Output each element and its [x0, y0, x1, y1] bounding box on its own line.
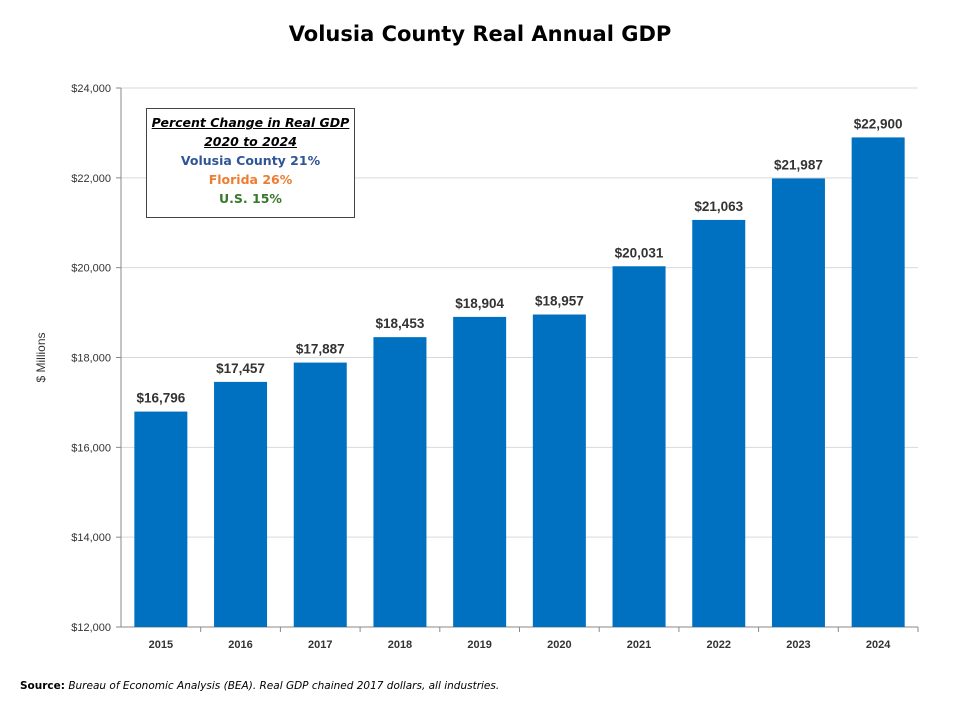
data-label-2019: $18,904 — [455, 296, 504, 311]
bar-2019 — [453, 316, 507, 627]
data-label-2017: $17,887 — [296, 342, 345, 357]
x-tick-label: 2015 — [149, 639, 173, 651]
data-label-2021: $20,031 — [615, 245, 664, 260]
x-tick-label: 2020 — [547, 639, 571, 651]
source-label: Source: — [20, 680, 65, 692]
source-text: Bureau of Economic Analysis (BEA). Real … — [68, 680, 500, 692]
annotation-volusia: Volusia County 21% — [180, 153, 321, 168]
y-tick-label: $20,000 — [71, 263, 111, 275]
y-axis-label: $ Millions — [34, 332, 48, 382]
data-label-2015: $16,796 — [136, 391, 185, 406]
data-label-2023: $21,987 — [774, 157, 823, 172]
x-tick-label: 2017 — [308, 639, 332, 651]
annotation-florida: Florida 26% — [208, 172, 293, 187]
annotation-heading: Percent Change in Real GDP — [151, 115, 350, 130]
annotation-period: 2020 to 2024 — [204, 134, 297, 149]
percent-change-annotation: Percent Change in Real GDP 2020 to 2024 … — [146, 108, 355, 218]
bar-2015 — [134, 411, 188, 627]
data-label-2020: $18,957 — [535, 294, 584, 309]
bar-2018 — [373, 337, 427, 627]
y-tick-label: $14,000 — [71, 532, 111, 544]
chart-title: Volusia County Real Annual GDP — [288, 22, 672, 46]
x-tick-label: 2019 — [467, 639, 491, 651]
bar-2016 — [214, 381, 268, 627]
data-label-2016: $17,457 — [216, 361, 265, 376]
annotation-us: U.S. 15% — [219, 191, 282, 206]
bar-2022 — [692, 219, 746, 627]
bar-2021 — [612, 266, 666, 627]
bar-2017 — [293, 362, 347, 627]
y-tick-label: $16,000 — [71, 442, 111, 454]
data-label-2018: $18,453 — [376, 316, 425, 331]
x-tick-label: 2016 — [228, 639, 252, 651]
x-tick-label: 2018 — [388, 639, 412, 651]
bar-2024 — [851, 137, 905, 628]
y-tick-label: $18,000 — [71, 353, 111, 365]
y-tick-label: $12,000 — [71, 622, 111, 634]
bar-2020 — [532, 314, 586, 627]
source-note: Source: Bureau of Economic Analysis (BEA… — [20, 680, 499, 692]
y-tick-label: $22,000 — [71, 173, 111, 185]
x-tick-label: 2024 — [866, 639, 891, 651]
x-tick-label: 2022 — [707, 639, 731, 651]
x-tick-label: 2023 — [786, 639, 810, 651]
y-tick-label: $24,000 — [71, 83, 111, 95]
data-label-2024: $22,900 — [854, 116, 903, 131]
data-label-2022: $21,063 — [694, 199, 743, 214]
x-tick-label: 2021 — [627, 639, 651, 651]
bar-2023 — [771, 178, 825, 628]
